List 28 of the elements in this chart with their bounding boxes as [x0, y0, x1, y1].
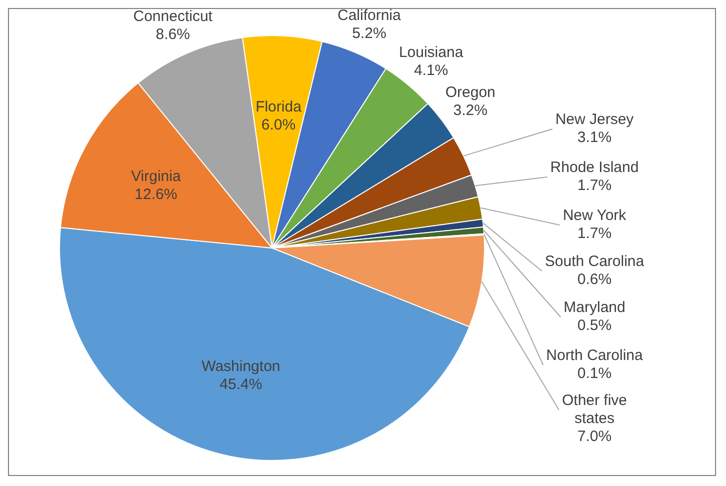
slice-label: New Jersey: [555, 111, 634, 128]
slice-label: Maryland: [564, 299, 626, 316]
data-label: 4.1%: [414, 62, 448, 79]
slice-label: Florida: [256, 98, 302, 116]
data-label: 3.1%: [577, 129, 612, 146]
slice-label: Virginia: [131, 168, 182, 185]
data-label: 0.6%: [577, 271, 612, 288]
slice-label: Other five states: [562, 392, 628, 428]
data-label: 1.7%: [577, 225, 612, 242]
slice-label: Washington: [202, 358, 280, 376]
slice-label: New York: [562, 207, 627, 224]
data-label: 1.7%: [577, 177, 612, 194]
slice-label: California: [337, 6, 402, 24]
data-label: 0.5%: [577, 317, 612, 334]
data-label: 3.2%: [453, 102, 488, 120]
slice-label: Rhode Island: [550, 159, 639, 176]
data-label: 5.2%: [352, 24, 386, 42]
data-label: 6.0%: [261, 116, 296, 134]
data-label: 0.1%: [577, 365, 612, 382]
data-label: 12.6%: [134, 186, 178, 203]
data-label: 45.4%: [220, 376, 262, 394]
data-label: 7.0%: [577, 428, 612, 446]
slice-label: Connecticut: [133, 8, 214, 25]
slice-label: Oregon: [445, 84, 496, 102]
slice-label: South Carolina: [544, 253, 645, 270]
slice-label: North Carolina: [546, 347, 644, 364]
data-label: 8.6%: [156, 26, 190, 43]
slice-label: Louisiana: [398, 44, 464, 61]
